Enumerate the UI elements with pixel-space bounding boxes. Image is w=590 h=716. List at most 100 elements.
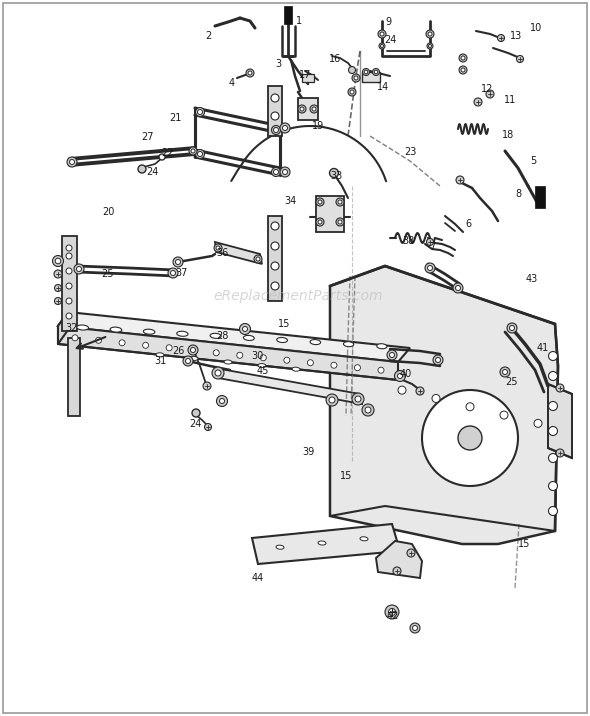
Circle shape (212, 367, 224, 379)
Circle shape (387, 350, 397, 360)
Circle shape (549, 352, 558, 360)
Text: 12: 12 (481, 84, 493, 94)
Text: 4: 4 (229, 78, 235, 88)
Circle shape (192, 409, 200, 417)
Circle shape (70, 160, 74, 165)
Polygon shape (252, 524, 400, 564)
Text: 36: 36 (216, 248, 228, 258)
Circle shape (497, 34, 504, 42)
Text: 19: 19 (312, 121, 324, 131)
Circle shape (461, 56, 465, 60)
Ellipse shape (292, 367, 300, 371)
Text: 42: 42 (387, 611, 399, 621)
Circle shape (74, 264, 84, 274)
Circle shape (242, 326, 247, 332)
Circle shape (374, 70, 378, 74)
Circle shape (338, 220, 342, 224)
Bar (268, 216, 282, 301)
Polygon shape (215, 368, 362, 404)
Circle shape (307, 359, 313, 366)
Circle shape (271, 168, 280, 177)
Bar (316, 196, 344, 232)
Circle shape (534, 420, 542, 427)
Circle shape (316, 198, 324, 206)
Circle shape (280, 123, 290, 133)
Circle shape (425, 263, 435, 273)
Circle shape (280, 167, 290, 177)
Circle shape (205, 423, 211, 430)
Circle shape (466, 402, 474, 411)
Circle shape (55, 258, 61, 263)
Circle shape (271, 262, 279, 270)
Circle shape (274, 170, 278, 175)
Circle shape (283, 125, 287, 130)
Text: 30: 30 (251, 351, 263, 361)
Text: 15: 15 (278, 319, 290, 329)
Polygon shape (58, 312, 68, 344)
Circle shape (198, 110, 202, 115)
Circle shape (549, 402, 558, 410)
Bar (362, 72, 380, 82)
Circle shape (96, 337, 101, 343)
Ellipse shape (143, 329, 155, 334)
Circle shape (378, 367, 384, 373)
Text: 28: 28 (216, 331, 228, 341)
Text: 5: 5 (530, 156, 536, 166)
Text: 16: 16 (329, 54, 341, 64)
Circle shape (458, 426, 482, 450)
Ellipse shape (360, 537, 368, 541)
Circle shape (198, 152, 202, 157)
Circle shape (183, 356, 193, 366)
Circle shape (549, 372, 558, 380)
Ellipse shape (310, 339, 320, 344)
Circle shape (54, 270, 62, 278)
Text: eReplacementParts.com: eReplacementParts.com (213, 289, 383, 303)
Circle shape (388, 609, 395, 616)
Text: 20: 20 (102, 207, 114, 217)
Text: 10: 10 (530, 23, 542, 33)
Circle shape (549, 453, 558, 463)
Text: 23: 23 (404, 147, 416, 157)
Circle shape (240, 324, 251, 334)
Circle shape (503, 369, 507, 374)
Circle shape (173, 257, 183, 267)
Circle shape (72, 335, 78, 341)
Circle shape (380, 32, 384, 36)
Bar (284, 6, 292, 24)
Circle shape (203, 382, 211, 390)
Text: 14: 14 (377, 82, 389, 92)
Circle shape (412, 626, 418, 631)
Text: 7: 7 (429, 242, 435, 252)
Circle shape (260, 354, 266, 361)
Text: 15: 15 (518, 539, 530, 549)
Circle shape (213, 349, 219, 356)
Circle shape (119, 340, 125, 346)
Bar (68, 338, 80, 416)
Circle shape (329, 397, 335, 403)
Circle shape (54, 298, 61, 304)
Text: 21: 21 (169, 113, 181, 123)
Circle shape (237, 352, 242, 358)
Circle shape (378, 30, 386, 38)
Circle shape (246, 69, 254, 77)
Circle shape (362, 69, 369, 75)
Text: 15: 15 (340, 471, 352, 481)
Text: 6: 6 (465, 219, 471, 229)
Text: 33: 33 (330, 171, 342, 181)
Circle shape (393, 567, 401, 575)
Circle shape (459, 54, 467, 62)
Polygon shape (58, 312, 410, 362)
Circle shape (191, 347, 195, 352)
Circle shape (329, 168, 339, 178)
Circle shape (331, 362, 337, 368)
Ellipse shape (277, 337, 287, 342)
Circle shape (350, 90, 354, 94)
Circle shape (215, 370, 221, 376)
Polygon shape (330, 266, 558, 544)
Circle shape (410, 623, 420, 633)
Circle shape (191, 149, 195, 153)
Polygon shape (548, 384, 572, 458)
Circle shape (510, 326, 514, 331)
Text: 9: 9 (385, 17, 391, 27)
Circle shape (381, 44, 384, 47)
